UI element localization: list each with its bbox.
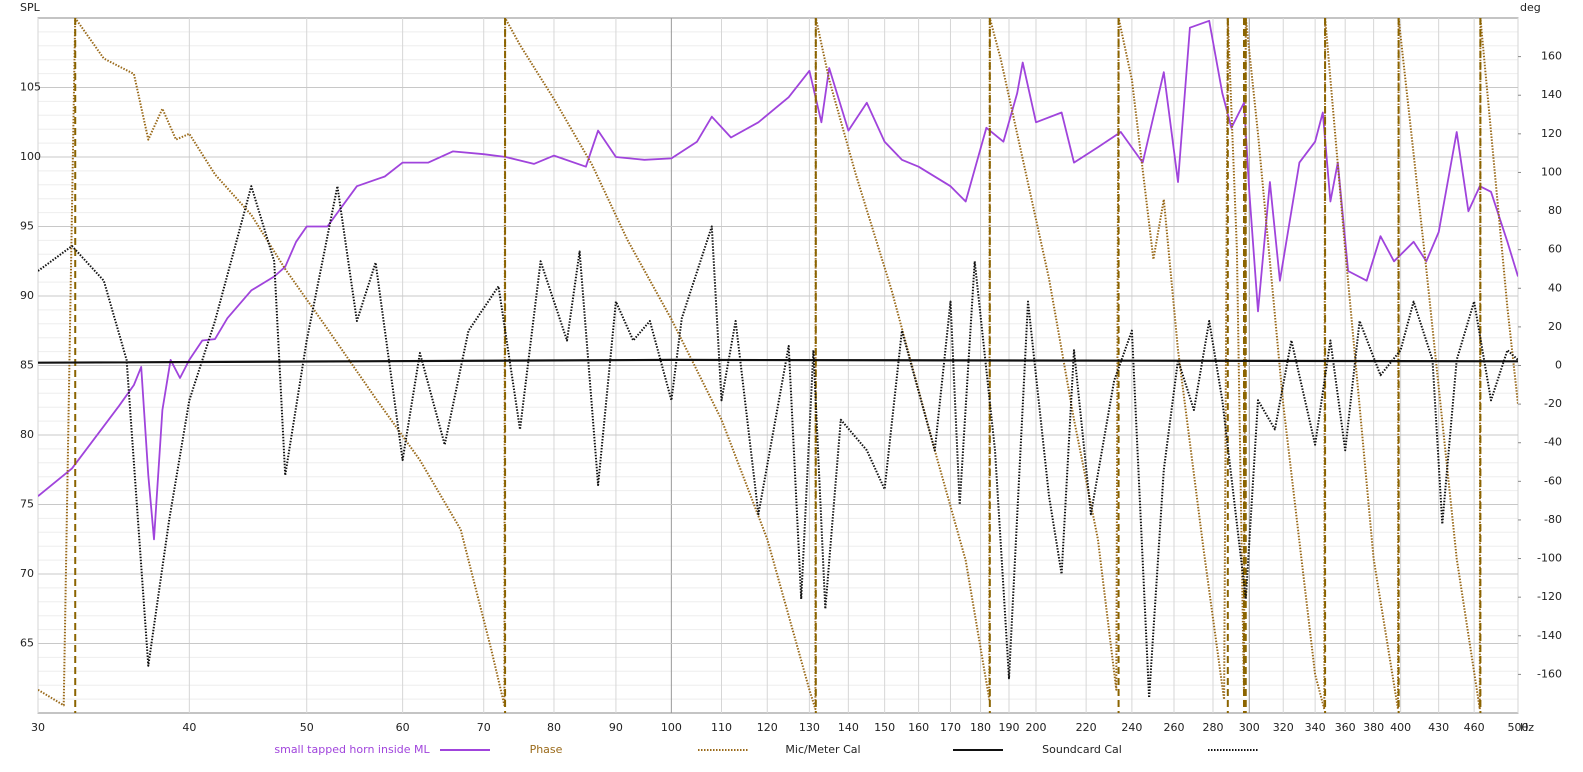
y-axis-label: SPL	[20, 1, 41, 14]
y2-tick-label: 0	[1555, 359, 1562, 372]
x-tick-label: 120	[757, 721, 778, 734]
y-tick-label: 65	[20, 637, 34, 650]
y2-tick-label: -40	[1544, 436, 1562, 449]
x-tick-label: 300	[1239, 721, 1260, 734]
x-tick-label: 360	[1335, 721, 1356, 734]
y2-tick-label: 60	[1548, 243, 1562, 256]
x-tick-label: 200	[1025, 721, 1046, 734]
y2-tick-label: -160	[1537, 667, 1562, 680]
x-tick-label: 30	[31, 721, 45, 734]
x-tick-label: 260	[1164, 721, 1185, 734]
y2-tick-label: 20	[1548, 320, 1562, 333]
legend-label: small tapped horn inside ML	[274, 743, 430, 756]
y2-tick-label: -20	[1544, 397, 1562, 410]
series-line	[38, 185, 1518, 699]
x-tick-label: 240	[1121, 721, 1142, 734]
x-tick-label: 140	[838, 721, 859, 734]
x-tick-label: 70	[477, 721, 491, 734]
y-tick-label: 100	[20, 150, 41, 163]
y2-tick-label: 100	[1541, 165, 1562, 178]
x-tick-label: 60	[396, 721, 410, 734]
y2-tick-label: -60	[1544, 474, 1562, 487]
x-tick-label: 340	[1305, 721, 1326, 734]
y2-tick-label: -140	[1537, 629, 1562, 642]
x-tick-label: 280	[1202, 721, 1223, 734]
x-tick-label: 150	[874, 721, 895, 734]
x-tick-label: 190	[999, 721, 1020, 734]
y2-tick-label: 120	[1541, 127, 1562, 140]
series-line	[38, 358, 1518, 364]
y-tick-label: 90	[20, 289, 34, 302]
y2-tick-label: 40	[1548, 281, 1562, 294]
labels: 30 40 50 60 70 80 90 100 110 120 130 140 150 160 170 18…	[20, 50, 1562, 756]
y2-tick-label: -120	[1537, 590, 1562, 603]
x-tick-label: 100	[661, 721, 682, 734]
y2-tick-label: 160	[1541, 50, 1562, 63]
x-tick-label: 400	[1390, 721, 1411, 734]
legend-label: Phase	[530, 743, 563, 756]
x-tick-label: 220	[1076, 721, 1097, 734]
x-tick-label: 160	[908, 721, 929, 734]
legend-label: Mic/Meter Cal	[785, 743, 860, 756]
y2-tick-label: 80	[1548, 204, 1562, 217]
y-tick-label: 95	[20, 220, 34, 233]
y2-tick-label: 140	[1541, 88, 1562, 101]
y2-axis-label: deg	[1520, 1, 1541, 14]
x-tick-label: 90	[609, 721, 623, 734]
x-tick-label: 380	[1363, 721, 1384, 734]
x-tick-label: 170	[940, 721, 961, 734]
y-tick-label: 85	[20, 359, 34, 372]
series-line	[38, 18, 1518, 711]
y2-tick-label: -100	[1537, 552, 1562, 565]
y2-tick-label: -80	[1544, 513, 1562, 526]
x-tick-label: 320	[1273, 721, 1294, 734]
x-tick-label: 460	[1464, 721, 1485, 734]
x-tick-label: 130	[799, 721, 820, 734]
y-tick-label: 70	[20, 567, 34, 580]
x-tick-label: 80	[547, 721, 561, 734]
x-tick-label: 40	[182, 721, 196, 734]
legend-label: Soundcard Cal	[1042, 743, 1122, 756]
y-tick-label: 75	[20, 498, 34, 511]
x-tick-label: 500	[1508, 721, 1529, 734]
y-tick-label: 105	[20, 81, 41, 94]
y-tick-label: 80	[20, 428, 34, 441]
x-tick-label: 50	[300, 721, 314, 734]
curves	[38, 18, 1518, 713]
x-tick-label: 430	[1428, 721, 1449, 734]
x-unit: Hz	[1520, 721, 1534, 734]
x-tick-label: 180	[970, 721, 991, 734]
series-line	[38, 19, 1518, 541]
x-tick-label: 110	[711, 721, 732, 734]
